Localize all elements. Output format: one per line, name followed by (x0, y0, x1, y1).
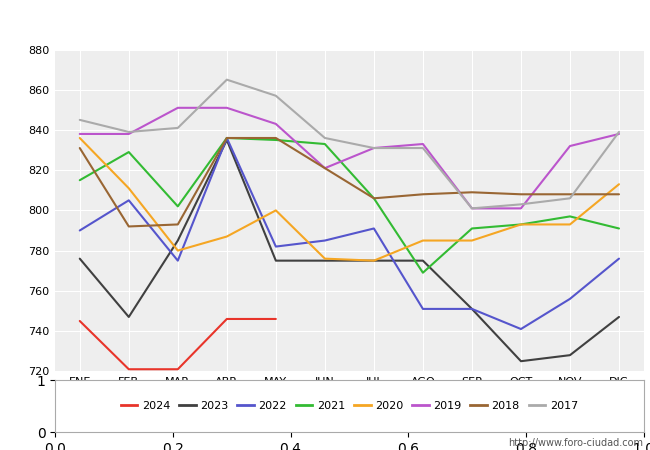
Legend: 2024, 2023, 2022, 2021, 2020, 2019, 2018, 2017: 2024, 2023, 2022, 2021, 2020, 2019, 2018… (116, 397, 582, 415)
Text: http://www.foro-ciudad.com: http://www.foro-ciudad.com (508, 438, 644, 448)
Text: Afiliados en Villanueva Mesía a 31/5/2024: Afiliados en Villanueva Mesía a 31/5/202… (136, 14, 514, 33)
